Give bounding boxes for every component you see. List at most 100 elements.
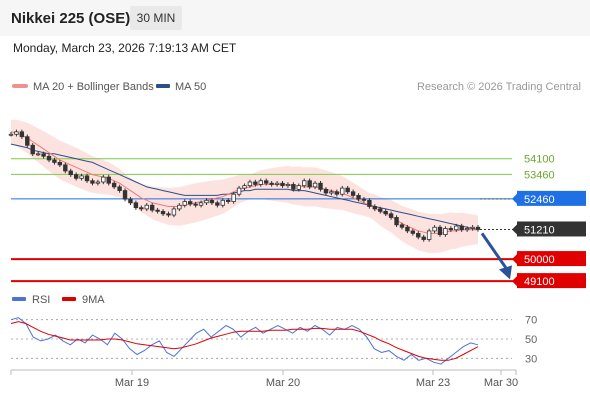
x-tick-label: Mar 20	[266, 377, 300, 389]
level-tag-pointer-50000	[512, 254, 517, 265]
candle-body	[106, 176, 111, 184]
candle-body	[410, 230, 416, 234]
timeframe-button[interactable]: 30 MIN	[130, 6, 182, 30]
level-label-51210: 51210	[524, 224, 555, 236]
candle-body	[128, 198, 133, 204]
level-tag-pointer-51210	[512, 224, 517, 235]
rsi-line	[10, 317, 479, 365]
candle-body	[57, 162, 63, 166]
candle-body	[111, 182, 117, 188]
candle-body	[350, 191, 356, 196]
level-tag-pointer-52460	[512, 193, 517, 204]
candle-body	[405, 226, 410, 232]
candle-body	[95, 181, 101, 184]
candle-body	[46, 155, 52, 161]
candle-body	[73, 174, 79, 179]
candle-body	[177, 204, 182, 210]
level-tag-51210	[517, 221, 586, 237]
candle-body	[345, 187, 350, 193]
x-tick-label: Mar 23	[416, 377, 450, 389]
price-chart: 54100 53460 52460 51210 50000 49100	[8, 119, 586, 289]
candle-body	[84, 175, 90, 182]
candle-body	[41, 153, 46, 157]
candle-body	[475, 226, 481, 230]
rsi-tick-70: 70	[525, 315, 537, 327]
level-label-53460: 53460	[524, 169, 555, 181]
candle-body	[35, 153, 41, 156]
candle-body	[68, 170, 73, 176]
candle-body	[443, 228, 448, 236]
candle-body	[198, 202, 204, 206]
candle-body	[247, 181, 253, 187]
candle-body	[361, 198, 367, 201]
ma50-legend-swatch	[156, 84, 170, 88]
level-tag-49100	[517, 273, 586, 289]
candle-body	[269, 182, 274, 185]
rsi-chart: 70 50 30	[10, 315, 537, 365]
candle-body	[226, 199, 231, 202]
candle-body	[133, 202, 139, 209]
candle-body	[209, 199, 215, 204]
candle-body	[334, 191, 340, 195]
candle-body	[421, 236, 426, 240]
candle-body	[155, 209, 160, 212]
candle-body	[280, 182, 285, 187]
candle-body	[399, 224, 405, 228]
candle-body	[264, 180, 269, 184]
credit-text: Research © 2026 Trading Central	[417, 81, 581, 93]
rsi-tick-50: 50	[525, 334, 537, 346]
candle-body	[464, 228, 470, 231]
candle-body	[296, 185, 302, 190]
candle-body	[215, 202, 220, 206]
candle-body	[193, 203, 198, 206]
ma20-legend-label: MA 20 + Bollinger Bands	[33, 81, 154, 93]
candle-body	[454, 225, 459, 231]
ma20-legend-swatch	[12, 84, 28, 88]
chart-title: Nikkei 225 (OSE)	[11, 10, 131, 27]
candle-body	[291, 184, 296, 190]
candle-body	[394, 217, 399, 226]
candle-body	[8, 133, 14, 136]
candle-body	[318, 182, 323, 190]
rsi-ma-legend-swatch	[62, 297, 76, 301]
candle-body	[437, 226, 443, 236]
candle-body	[79, 175, 84, 179]
candle-body	[323, 188, 329, 194]
candle-body	[312, 182, 318, 188]
candle-body	[388, 213, 394, 218]
candle-body	[139, 207, 144, 210]
candle-body	[378, 208, 383, 212]
candle-body	[25, 136, 30, 146]
x-axis: Mar 19 Mar 20 Mar 23 Mar 30	[10, 370, 518, 389]
ma50-legend-label: MA 50	[175, 81, 206, 93]
candle-body	[122, 190, 128, 200]
candle-body	[231, 193, 236, 202]
candle-body	[416, 232, 421, 238]
ma50-line	[10, 143, 479, 231]
candle-body	[470, 226, 475, 229]
candle-body	[367, 199, 372, 207]
level-tag-pointer-49100	[512, 276, 517, 287]
candle-body	[117, 186, 122, 191]
candle-body	[149, 204, 155, 211]
candle-body	[340, 187, 345, 195]
candle-body	[182, 201, 187, 206]
candle-body	[258, 180, 263, 185]
candle-body	[187, 201, 193, 205]
x-tick-label: Mar 19	[115, 377, 149, 389]
header	[0, 0, 590, 36]
candle-body	[220, 199, 225, 206]
forecast-arrow-line	[480, 232, 509, 271]
level-label-52460: 52460	[524, 194, 555, 206]
candle-body	[14, 131, 19, 135]
level-label-54100: 54100	[524, 154, 555, 166]
candle-body	[204, 199, 209, 204]
candle-body	[426, 230, 432, 240]
rsi-tick-30: 30	[525, 353, 537, 365]
candle-body	[307, 180, 312, 188]
rsi-ma-legend-label: 9MA	[82, 294, 105, 306]
candle-body	[372, 206, 378, 210]
candle-body	[356, 195, 361, 200]
candle-body	[274, 182, 280, 185]
